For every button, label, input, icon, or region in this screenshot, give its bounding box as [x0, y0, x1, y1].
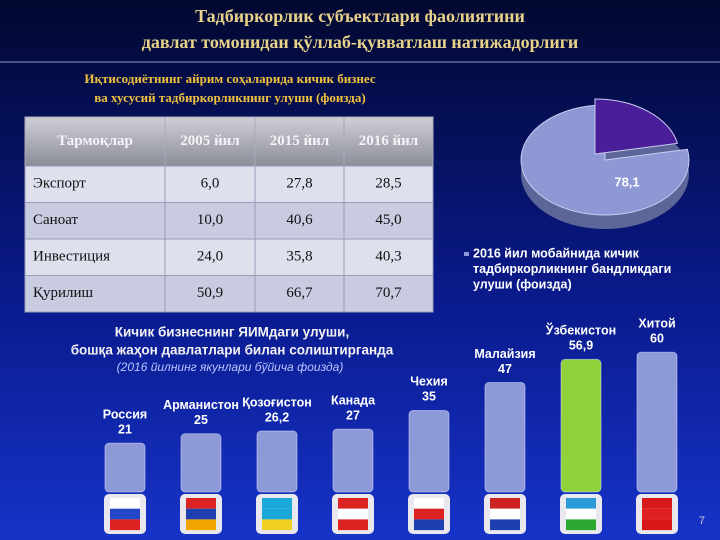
value-label: 25 [194, 413, 208, 427]
flag-stripe [338, 498, 368, 509]
category-label: Хитой [638, 316, 675, 330]
bar [104, 442, 146, 493]
cell-text: 35,8 [286, 249, 312, 265]
pie-caption: улуши (фоизда) [473, 277, 572, 291]
cell-text: 70,7 [375, 285, 402, 301]
table-caption: Иқтисодиётнинг айрим соҳаларида кичик би… [84, 71, 375, 86]
cell-text: 10,0 [197, 212, 223, 228]
bar-title: бошқа жаҳон давлатлари билан солиштирган… [71, 343, 394, 358]
cell [343, 202, 434, 240]
value-label: 56,9 [569, 339, 593, 353]
cell-text: 50,9 [197, 285, 223, 301]
bar [180, 433, 222, 493]
category-label: Малайзия [474, 347, 535, 361]
flag-stripe [414, 498, 444, 509]
flag-stripe [642, 498, 672, 509]
flag-stripe [414, 519, 444, 531]
category-label: Ўзбекистон [545, 323, 616, 338]
bar [256, 430, 298, 493]
pie-caption: тадбиркорликнинг бандликдаги [473, 262, 671, 276]
flag-stripe [642, 519, 672, 531]
page-number: 7 [699, 515, 705, 527]
flag-stripe [490, 498, 520, 509]
bar [484, 381, 526, 493]
flag-stripe [338, 519, 368, 531]
cell [164, 275, 256, 313]
bar [332, 428, 374, 493]
bar [560, 358, 602, 493]
legend-marker [464, 252, 469, 256]
pie-slice [520, 104, 690, 216]
cell [254, 275, 345, 313]
pie-caption: 2016 йил мобайнида кичик [473, 246, 640, 260]
category-label: Арманистон [163, 398, 239, 412]
cell [24, 165, 166, 203]
flag-stripe [566, 508, 596, 520]
cell [24, 202, 166, 240]
flag-stripe [262, 498, 292, 509]
flag-stripe [642, 508, 672, 520]
flag-stripe [566, 498, 596, 509]
flag-stripe [262, 508, 292, 520]
cell-text: Қурилиш [33, 285, 94, 301]
header-cell [24, 116, 166, 167]
title: Тадбиркорлик субъектлари фаолиятини [195, 6, 525, 26]
flag-stripe [110, 519, 140, 531]
header-text: 2015 йил [270, 133, 330, 149]
title: давлат томонидан қўллаб-қувватлаш натижа… [142, 32, 579, 52]
flag-stripe [186, 519, 216, 531]
cell-text: 66,7 [286, 285, 313, 301]
value-label: 26,2 [265, 410, 289, 424]
cell [164, 165, 256, 203]
flag-stripe [186, 498, 216, 509]
pie-slice [594, 98, 679, 155]
category-label: Чехия [410, 375, 448, 389]
cell-text: Экспорт [33, 176, 86, 192]
table-caption: ва хусусий тадбиркорликнинг улуши (фоизд… [94, 90, 365, 105]
cell-text: 24,0 [197, 249, 223, 265]
category-label: Қозоғистон [242, 395, 312, 409]
flag-stripe [490, 508, 520, 520]
cell [343, 275, 434, 313]
cell-text: 40,6 [286, 212, 313, 228]
cell-text: 40,3 [375, 249, 401, 265]
bar [636, 351, 678, 493]
header-cell [254, 116, 345, 167]
cell [254, 202, 345, 240]
header-text: 2016 йил [359, 133, 419, 149]
flag-stripe [414, 508, 444, 520]
cell-text: 45,0 [375, 212, 401, 228]
bar-title: Кичик бизнеснинг ЯИМдаги улуши, [115, 325, 349, 340]
cell-text: 6,0 [201, 176, 220, 192]
cell-text: 28,5 [375, 176, 401, 192]
cell [343, 165, 434, 203]
header-text: Тармоқлар [57, 133, 133, 149]
value-label: 47 [498, 362, 512, 376]
flag-stripe [566, 519, 596, 531]
bar-subtitle: (2016 йилнинг якунлари бўйича фоизда) [117, 360, 344, 374]
cell [164, 202, 256, 240]
flag-stripe [490, 519, 520, 531]
flag-stripe [338, 508, 368, 520]
flag-stripe [110, 508, 140, 520]
flag-stripe [186, 508, 216, 520]
bar [408, 409, 450, 493]
flag-stripe [262, 519, 292, 531]
value-label: 60 [650, 331, 664, 345]
pie-label: 78,1 [614, 174, 639, 189]
cell-text: Саноат [33, 212, 78, 228]
category-label: Канада [331, 393, 376, 407]
value-label: 21 [118, 422, 132, 436]
header-text: 2005 йил [180, 133, 240, 149]
value-label: 35 [422, 390, 436, 404]
cell-text: Инвестиция [33, 249, 110, 265]
flag-stripe [110, 498, 140, 509]
header-cell [343, 116, 434, 167]
value-label: 27 [346, 408, 360, 422]
cell [343, 238, 434, 276]
cell-text: 27,8 [286, 176, 312, 192]
category-label: Россия [103, 407, 147, 421]
cell [164, 238, 256, 276]
